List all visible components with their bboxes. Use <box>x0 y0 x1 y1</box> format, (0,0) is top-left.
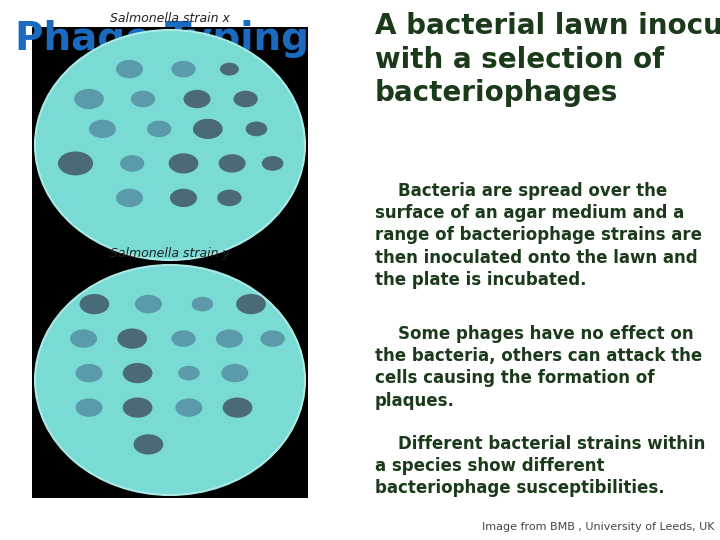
Ellipse shape <box>135 295 162 313</box>
Ellipse shape <box>246 122 267 136</box>
Text: A bacterial lawn inoculated
with a selection of
bacteriophages: A bacterial lawn inoculated with a selec… <box>375 12 720 107</box>
Text: Salmonella strain x: Salmonella strain x <box>110 12 230 25</box>
Ellipse shape <box>116 60 143 78</box>
Ellipse shape <box>192 297 213 312</box>
Ellipse shape <box>261 330 284 347</box>
Ellipse shape <box>217 190 241 206</box>
Text: Bacteria are spread over the
surface of an agar medium and a
range of bacterioph: Bacteria are spread over the surface of … <box>375 182 702 289</box>
Ellipse shape <box>122 363 153 383</box>
Ellipse shape <box>74 89 104 109</box>
Text: Image from BMB , University of Leeds, UK: Image from BMB , University of Leeds, UK <box>482 522 715 532</box>
Ellipse shape <box>221 364 248 382</box>
Ellipse shape <box>122 397 153 418</box>
Ellipse shape <box>35 265 305 495</box>
Text: Different bacterial strains within
a species show different
bacteriophage suscep: Different bacterial strains within a spe… <box>375 435 706 497</box>
Ellipse shape <box>76 399 102 417</box>
Ellipse shape <box>262 156 284 171</box>
Ellipse shape <box>233 91 258 107</box>
Ellipse shape <box>147 120 171 137</box>
Bar <box>32 262 308 498</box>
Bar <box>32 27 308 263</box>
Ellipse shape <box>222 397 252 418</box>
Ellipse shape <box>236 294 266 314</box>
Text: Phage Typing: Phage Typing <box>15 20 309 58</box>
Ellipse shape <box>219 154 246 173</box>
Ellipse shape <box>116 188 143 207</box>
Ellipse shape <box>35 30 305 260</box>
Ellipse shape <box>133 434 163 455</box>
Ellipse shape <box>178 366 199 381</box>
Ellipse shape <box>70 329 97 348</box>
Ellipse shape <box>117 328 147 349</box>
Ellipse shape <box>58 151 93 176</box>
Ellipse shape <box>168 153 198 173</box>
Ellipse shape <box>176 399 202 417</box>
Ellipse shape <box>131 91 155 107</box>
Ellipse shape <box>216 329 243 348</box>
Ellipse shape <box>171 61 196 77</box>
Ellipse shape <box>184 90 210 108</box>
Ellipse shape <box>170 188 197 207</box>
Ellipse shape <box>79 294 109 314</box>
Ellipse shape <box>76 364 102 382</box>
Text: Some phages have no effect on
the bacteria, others can attack the
cells causing : Some phages have no effect on the bacter… <box>375 325 702 410</box>
Ellipse shape <box>120 155 144 172</box>
Text: Salmonella strain y: Salmonella strain y <box>110 247 230 260</box>
Ellipse shape <box>89 120 116 138</box>
Ellipse shape <box>220 63 239 76</box>
Ellipse shape <box>193 119 222 139</box>
Ellipse shape <box>171 330 196 347</box>
